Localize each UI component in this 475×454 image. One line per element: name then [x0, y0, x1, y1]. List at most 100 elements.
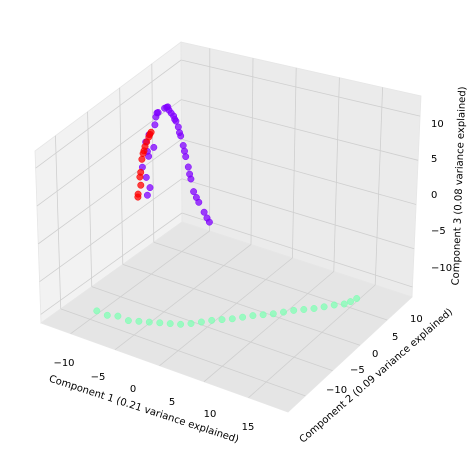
- z-axis-label: Component 3 (0.08 variance explained): [451, 86, 469, 285]
- data-point: [137, 181, 145, 189]
- data-point: [347, 298, 354, 306]
- y-gridline-floor: [153, 241, 388, 321]
- data-point: [146, 184, 154, 192]
- data-point: [203, 214, 211, 222]
- data-point: [208, 316, 216, 324]
- x-gridline-back: [250, 58, 254, 245]
- data-point: [138, 155, 146, 163]
- data-point: [300, 306, 308, 313]
- data-point: [190, 188, 198, 196]
- x-tick-label: 10: [204, 409, 217, 420]
- y-gridline-floor: [122, 264, 361, 346]
- data-point: [124, 317, 132, 325]
- data-point: [192, 194, 200, 201]
- y-tick-label: 5: [392, 332, 398, 343]
- data-point: [145, 152, 153, 160]
- y-tick-label: 10: [410, 314, 423, 325]
- z-tick-label: −5: [431, 226, 446, 237]
- z-gridline-left: [40, 212, 183, 315]
- z-gridline-back: [181, 212, 413, 288]
- data-point: [181, 147, 188, 155]
- data-points: [93, 103, 361, 328]
- data-point: [197, 318, 205, 326]
- data-point: [176, 129, 183, 137]
- data-point: [353, 295, 361, 302]
- data-point: [103, 311, 111, 319]
- data-point: [186, 170, 194, 178]
- data-point: [228, 315, 236, 323]
- data-point: [146, 130, 154, 138]
- data-point: [340, 300, 348, 308]
- y-gridline-left: [87, 111, 93, 287]
- data-point: [154, 109, 162, 116]
- data-point: [139, 150, 147, 157]
- data-point: [177, 320, 185, 328]
- data-point: [93, 307, 101, 315]
- data-point: [310, 305, 318, 312]
- data-point: [136, 173, 144, 181]
- x-tick-label: 0: [130, 384, 136, 395]
- data-point: [280, 308, 287, 316]
- data-point: [320, 303, 328, 311]
- data-point: [174, 123, 182, 131]
- z-gridline-left: [35, 59, 182, 169]
- data-point: [142, 173, 150, 181]
- data-point: [184, 163, 192, 171]
- floor-pane: [40, 221, 413, 413]
- data-point: [249, 312, 257, 320]
- x-tick-label: −10: [53, 358, 74, 369]
- y-gridline-left: [55, 135, 62, 309]
- data-point: [143, 191, 151, 199]
- data-point: [171, 115, 179, 123]
- data-point: [259, 311, 267, 319]
- data-point: [290, 306, 298, 314]
- x-gridline-floor: [70, 230, 210, 335]
- y-gridline-left: [119, 87, 124, 265]
- data-point: [150, 143, 158, 151]
- z-gridline-back: [181, 138, 417, 205]
- data-point: [134, 193, 142, 201]
- z-tick-label: −10: [431, 263, 452, 274]
- y-tick-label: −5: [350, 365, 365, 376]
- data-point: [179, 142, 187, 149]
- z-tick-label: 0: [431, 190, 437, 201]
- x-tick-label: 15: [242, 422, 255, 433]
- x-gridline-floor: [114, 244, 252, 351]
- data-point: [239, 313, 247, 321]
- data-point: [330, 301, 338, 309]
- data-point: [141, 143, 149, 150]
- y-gridline-left: [151, 63, 155, 243]
- z-tick-label: 5: [431, 154, 437, 165]
- data-point: [151, 121, 159, 129]
- x-gridline-floor: [203, 271, 335, 383]
- data-point: [145, 318, 153, 326]
- z-gridline-left: [39, 178, 182, 283]
- x-gridline-back: [292, 67, 297, 259]
- data-point: [114, 312, 122, 320]
- z-gridline-left: [38, 138, 182, 245]
- axis-panes: [34, 41, 422, 413]
- x-gridline-floor: [159, 257, 293, 367]
- x-tick-label: −5: [91, 372, 106, 383]
- data-point: [200, 208, 208, 216]
- y-tick-label: −10: [326, 385, 347, 396]
- z-tick-label: 10: [431, 119, 444, 130]
- x-gridline-back: [333, 77, 340, 272]
- data-point: [218, 316, 226, 324]
- data-point: [135, 317, 143, 325]
- data-point: [269, 310, 277, 318]
- y-gridline-floor: [91, 286, 333, 371]
- x-gridline-back: [374, 87, 383, 286]
- z-gridline-back: [181, 59, 421, 117]
- z-gridline-back: [181, 99, 419, 161]
- x-tick-label: 5: [169, 397, 175, 408]
- z-gridline-back: [181, 178, 415, 250]
- y-gridline-floor: [60, 308, 306, 397]
- x-gridline-floor: [248, 284, 376, 399]
- data-point: [156, 319, 164, 327]
- y-tick-label: 0: [372, 349, 378, 360]
- data-point: [164, 103, 172, 111]
